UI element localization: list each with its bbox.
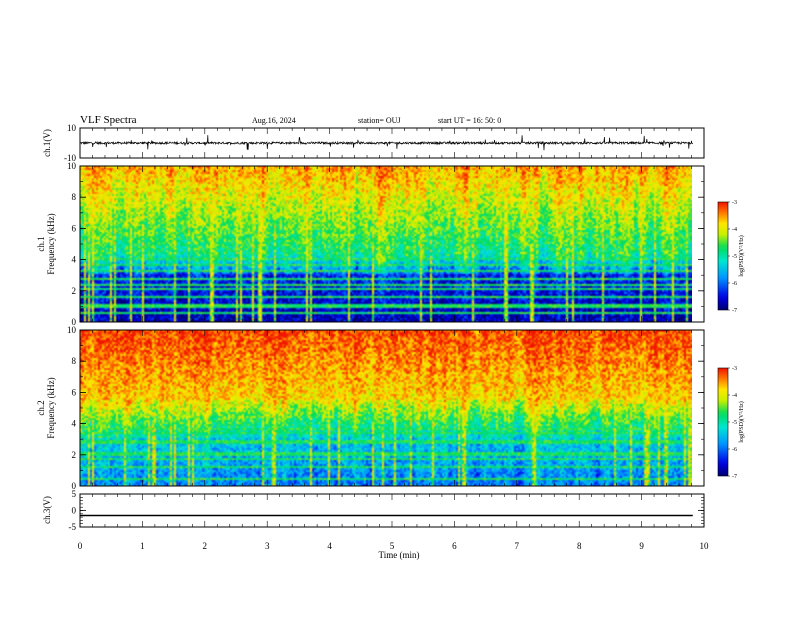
ch3-wave-y-tick-label: 5 bbox=[72, 489, 77, 499]
spec1-y-tick-label: 10 bbox=[67, 161, 77, 171]
colorbar-tick-label: -4 bbox=[732, 227, 737, 233]
x-tick-label: 7 bbox=[515, 541, 520, 551]
colorbar-label: log(PSD)(V²/Hz) bbox=[738, 401, 745, 442]
figure-title: VLF Spectra bbox=[80, 114, 137, 126]
x-tick-label: 4 bbox=[327, 541, 332, 551]
spec2-y-tick-label: 8 bbox=[72, 356, 77, 366]
ch1-waveform-ylabel: ch.1(V) bbox=[42, 129, 52, 157]
colorbar-tick-label: -6 bbox=[732, 447, 737, 453]
spec1-y-tick-label: 0 bbox=[72, 317, 77, 327]
colorbar-label: log(PSD)(V²/Hz) bbox=[738, 235, 745, 276]
x-tick-label: 5 bbox=[390, 541, 395, 551]
spec1-y-tick-label: 8 bbox=[72, 192, 77, 202]
x-tick-label: 2 bbox=[203, 541, 208, 551]
colorbar-tick-label: -7 bbox=[732, 474, 737, 480]
time-axis: 0 1 2 3 4 5 6 7 8 9 10 bbox=[78, 128, 709, 551]
time-axis-label: Time (min) bbox=[379, 550, 420, 560]
colorbar-tick-label: -5 bbox=[732, 254, 737, 260]
station-label: station= OUJ bbox=[358, 116, 401, 125]
date-label: Aug.16, 2024 bbox=[252, 116, 296, 125]
ch1-spectrogram-image bbox=[80, 166, 692, 322]
ch1-spectrogram-channel-label: ch.1 bbox=[36, 236, 46, 251]
ch3-waveform-panel: 5 0 -5 ch.3(V) bbox=[42, 489, 705, 532]
x-tick-label: 10 bbox=[700, 541, 710, 551]
spec2-y-tick-label: 10 bbox=[67, 325, 77, 335]
colorbar-tick-label: -6 bbox=[732, 281, 737, 287]
colorbar-tick-label: -3 bbox=[732, 366, 737, 372]
x-tick-label: 1 bbox=[140, 541, 145, 551]
spec1-y-tick-label: 6 bbox=[72, 223, 77, 233]
ch1-waveform-line bbox=[80, 135, 694, 151]
x-tick-label: 3 bbox=[265, 541, 270, 551]
colorbar-tick-label: -5 bbox=[732, 420, 737, 426]
ch2-spectrogram-ylabel: Frequency (kHz) bbox=[46, 377, 56, 438]
spec1-y-tick-label: 2 bbox=[72, 286, 77, 296]
spec2-y-tick-label: 0 bbox=[72, 481, 77, 491]
ch3-wave-y-tick-label: -5 bbox=[69, 522, 77, 532]
ch2-spectrogram-image bbox=[80, 330, 692, 486]
x-tick-label: 0 bbox=[78, 541, 83, 551]
ch1-wave-y-tick-label: 10 bbox=[67, 123, 77, 133]
ch1-waveform-panel: 10 -10 ch.1(V) bbox=[42, 123, 705, 163]
x-tick-label: 6 bbox=[452, 541, 457, 551]
start-time-label: start UT = 16: 50: 0 bbox=[438, 116, 501, 125]
ch2-spectrogram-channel-label: ch.2 bbox=[36, 400, 46, 415]
colorbar-tick-label: -4 bbox=[732, 393, 737, 399]
colorbar-tick-label: -3 bbox=[732, 200, 737, 206]
spec2-y-tick-label: 2 bbox=[72, 450, 77, 460]
x-tick-label: 8 bbox=[577, 541, 582, 551]
ch1-spectrogram-panel: 0 2 4 6 8 10 ch.1 Frequency (kHz) -3 -4 -5 -6 -7 l… bbox=[36, 161, 745, 327]
spec2-y-tick-label: 4 bbox=[72, 419, 77, 429]
x-tick-label: 9 bbox=[639, 541, 644, 551]
ch3-waveform-ylabel: ch.3(V) bbox=[42, 496, 52, 524]
ch2-spectrogram-panel: 0 2 4 6 8 10 ch.2 Frequency (kHz) -3 -4 -5 -6 -7 l… bbox=[36, 325, 745, 491]
colorbar-2 bbox=[717, 367, 729, 477]
ch1-wave-y-tick-label: -10 bbox=[64, 153, 76, 163]
ch1-spectrogram-ylabel: Frequency (kHz) bbox=[46, 213, 56, 274]
colorbar-tick-label: -7 bbox=[732, 308, 737, 314]
colorbar-1 bbox=[717, 201, 729, 311]
spec1-y-tick-label: 4 bbox=[72, 255, 77, 265]
ch3-wave-y-tick-label: 0 bbox=[72, 506, 77, 516]
spec2-y-tick-label: 6 bbox=[72, 387, 77, 397]
